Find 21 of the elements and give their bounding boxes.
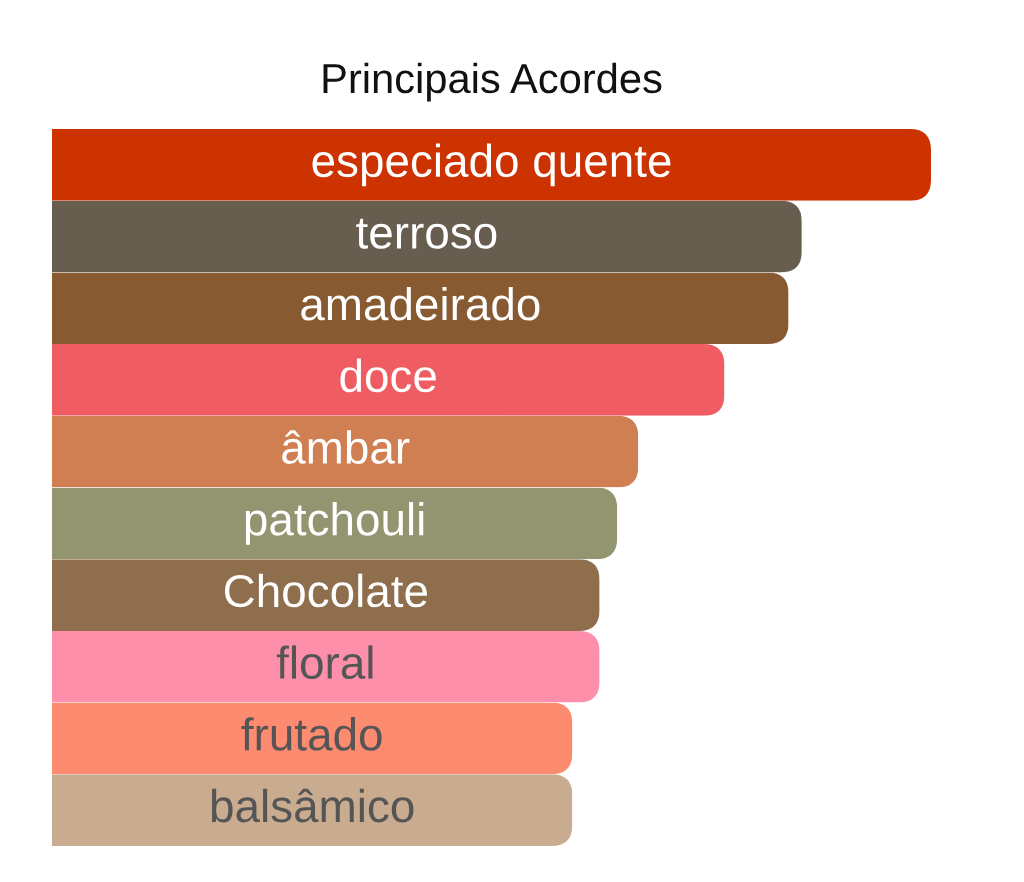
y-tick-label: âmbar (282, 430, 410, 464)
chart-title: Principais Acordes (323, 62, 662, 102)
bar (52, 487, 618, 560)
bar (52, 129, 931, 201)
bar (52, 415, 639, 488)
y-tick-label: doce (340, 358, 436, 393)
y-tick-label: Chocolate (224, 573, 427, 608)
y-tick-label: floral (276, 645, 373, 680)
y-tick-label: amadeirado (301, 286, 540, 321)
bar (52, 702, 573, 775)
bar (52, 630, 600, 703)
y-tick-label: balsâmico (211, 788, 414, 823)
bar (52, 200, 802, 273)
y-tick-label: terroso (356, 218, 497, 249)
y-tick-label: especiado quente (312, 143, 671, 187)
bar (52, 272, 789, 345)
bar (52, 344, 725, 416)
bar (52, 559, 600, 631)
y-tick-label: patchouli (245, 501, 424, 545)
bar (52, 774, 573, 846)
y-tick-label: frutado (241, 717, 382, 751)
